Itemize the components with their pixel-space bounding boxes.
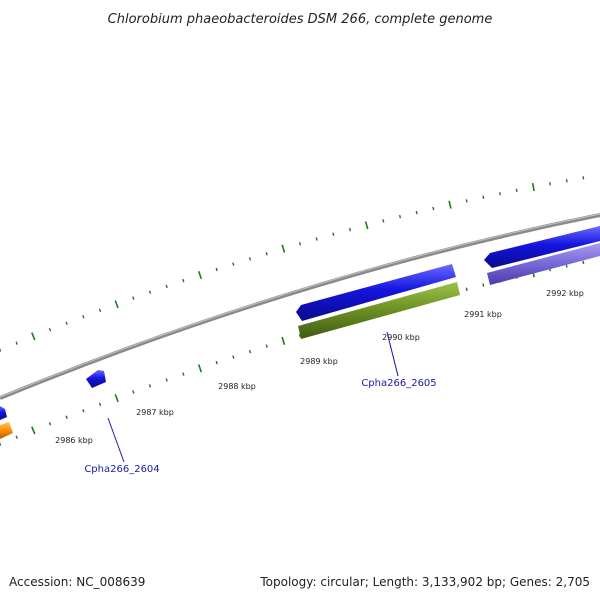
gene-feature-orange[interactable] <box>0 422 13 439</box>
major-tick <box>31 426 36 435</box>
tick-label: 2987 kbp <box>136 408 174 417</box>
gene-label-leader <box>107 417 125 463</box>
minor-tick <box>465 199 468 203</box>
minor-tick <box>98 308 102 313</box>
minor-tick <box>48 327 52 332</box>
minor-tick <box>215 267 218 272</box>
minor-tick <box>565 264 568 268</box>
minor-tick <box>298 333 302 338</box>
genome-backbone-highlight <box>0 213 600 398</box>
minor-tick <box>15 435 18 439</box>
minor-tick <box>98 402 102 407</box>
gene-label-cpha266-2604[interactable]: Cpha266_2604 <box>84 464 159 475</box>
major-tick <box>197 364 203 373</box>
minor-tick <box>132 390 135 394</box>
minor-tick <box>148 384 152 388</box>
minor-tick <box>499 192 501 196</box>
minor-tick <box>298 242 302 246</box>
minor-tick <box>232 355 235 359</box>
minor-tick <box>565 179 568 183</box>
minor-tick <box>165 378 168 382</box>
inner-tick-ring <box>0 260 585 446</box>
gene-feature-rna[interactable] <box>298 282 460 339</box>
minor-tick <box>515 188 518 193</box>
minor-tick <box>482 283 485 287</box>
tick-label: 2991 kbp <box>464 310 502 319</box>
tick-label: 2992 kbp <box>546 289 584 298</box>
minor-tick <box>415 210 418 215</box>
minor-tick <box>182 372 185 376</box>
gene-label-leader <box>386 331 399 377</box>
minor-tick <box>265 344 268 348</box>
minor-tick <box>82 409 85 413</box>
major-tick <box>31 332 36 341</box>
gene-feature-cds[interactable] <box>0 406 7 420</box>
minor-tick <box>165 284 168 289</box>
major-tick <box>448 200 452 209</box>
major-tick <box>197 270 203 280</box>
minor-tick <box>248 257 252 261</box>
minor-tick <box>15 341 18 345</box>
minor-tick <box>65 321 68 325</box>
minor-tick <box>482 195 485 199</box>
minor-tick <box>48 422 52 426</box>
minor-tick <box>65 415 68 419</box>
minor-tick <box>82 314 85 319</box>
gene-feature-cds[interactable] <box>86 370 106 388</box>
outer-tick-ring <box>0 176 585 352</box>
major-tick <box>281 336 286 346</box>
accession-text: Accession: NC_008639 <box>9 575 145 589</box>
minor-tick <box>348 227 352 232</box>
minor-tick <box>332 232 335 236</box>
map-title: Chlorobium phaeobacteroides DSM 266, com… <box>108 12 493 27</box>
tick-label: 2986 kbp <box>55 436 93 445</box>
minor-tick <box>132 296 135 300</box>
gene-feature-cds[interactable] <box>296 264 456 321</box>
minor-tick <box>215 360 218 365</box>
major-tick <box>114 394 119 403</box>
minor-tick <box>265 251 268 256</box>
minor-tick <box>315 237 318 241</box>
minor-tick <box>582 176 585 180</box>
minor-tick <box>465 287 468 291</box>
gene-feature-cds-reverse[interactable] <box>487 243 600 285</box>
minor-tick <box>0 348 2 352</box>
minor-tick <box>148 290 152 294</box>
gene-feature-cds[interactable] <box>484 226 600 268</box>
minor-tick <box>248 349 252 354</box>
tick-label: 2989 kbp <box>300 357 338 366</box>
minor-tick <box>432 206 435 211</box>
major-tick <box>114 300 119 309</box>
minor-tick <box>582 260 585 265</box>
genome-summary-text: Topology: circular; Length: 3,133,902 bp… <box>259 575 590 589</box>
tick-label: 2988 kbp <box>218 382 256 391</box>
gene-label-cpha266-2605[interactable]: Cpha266_2605 <box>361 378 436 389</box>
major-tick <box>531 182 535 192</box>
minor-tick <box>232 262 235 266</box>
minor-tick <box>398 214 402 219</box>
minor-tick <box>382 219 385 223</box>
major-tick <box>281 244 286 253</box>
tick-label: 2990 kbp <box>382 333 420 342</box>
minor-tick <box>549 182 551 186</box>
major-tick <box>364 221 369 230</box>
minor-tick <box>182 278 185 283</box>
minor-tick <box>0 442 2 446</box>
genome-backbone <box>0 213 600 400</box>
